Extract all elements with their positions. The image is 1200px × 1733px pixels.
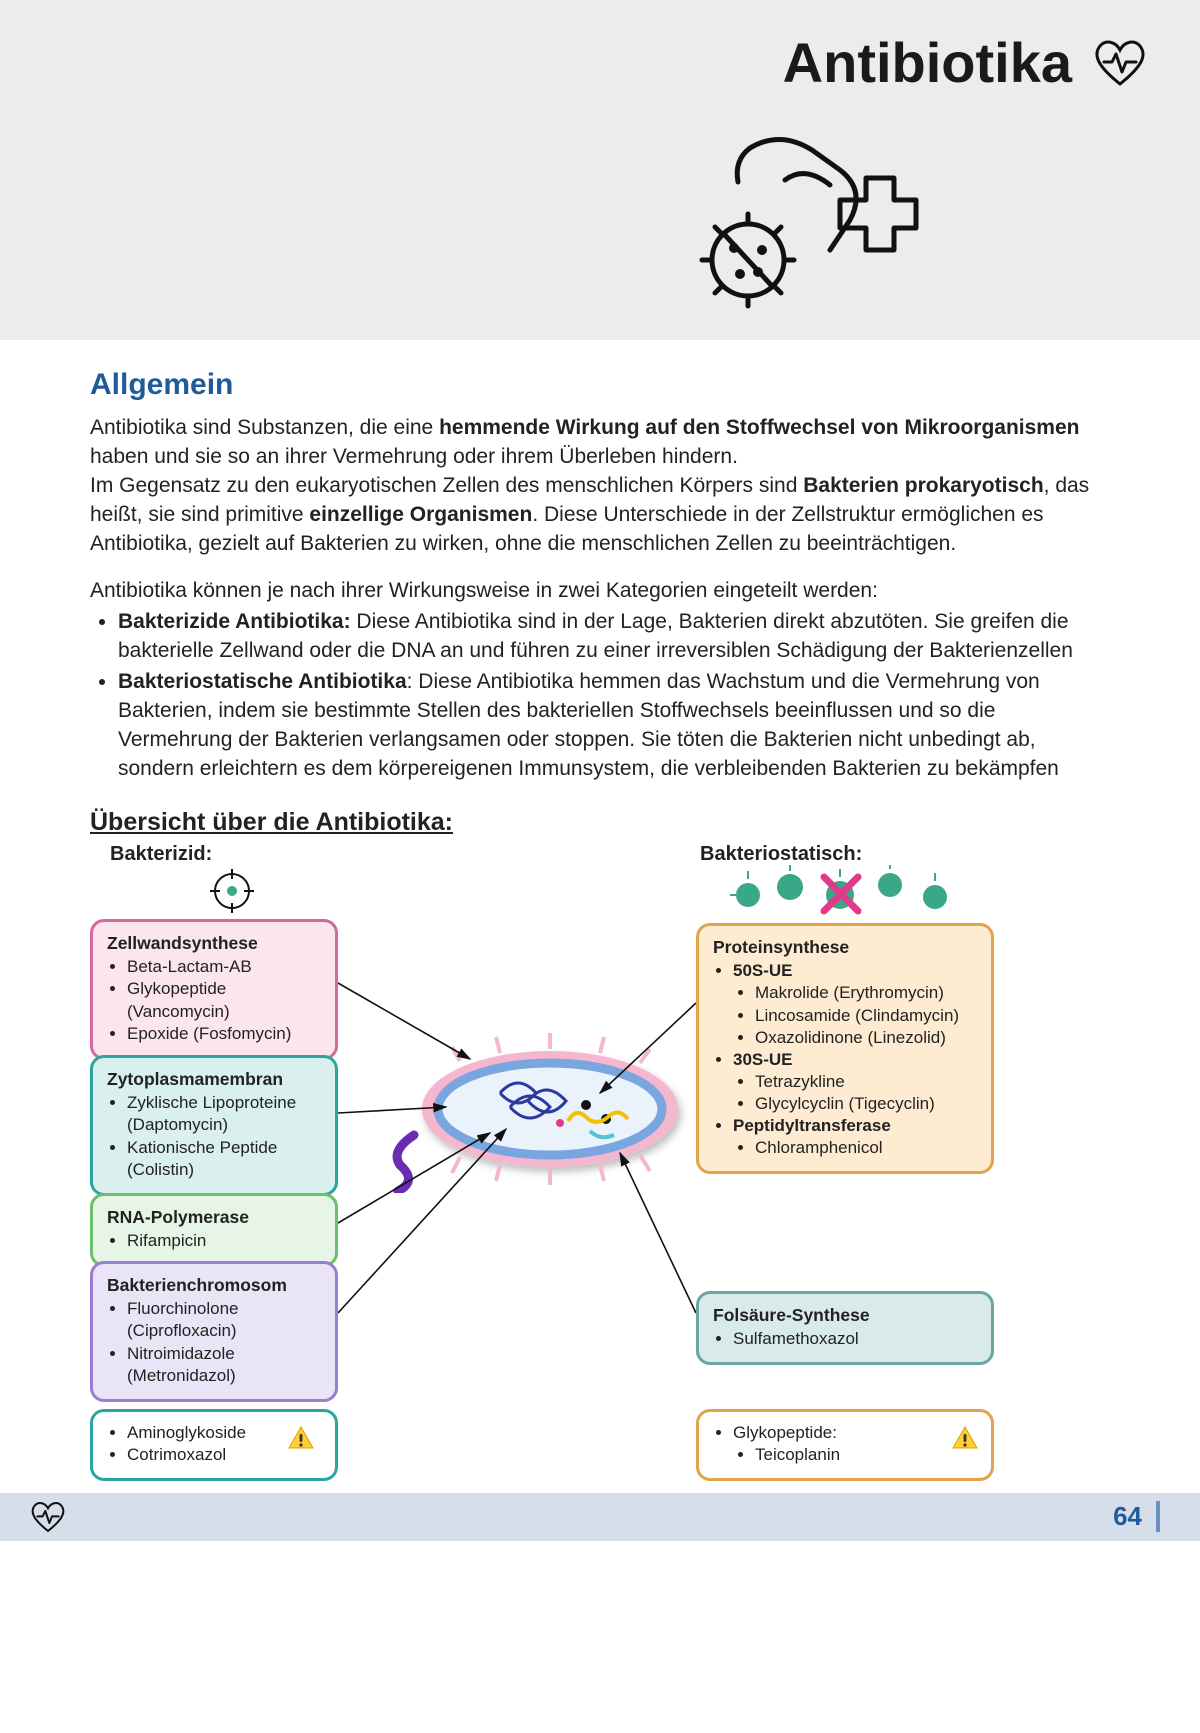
list-item: Fluorchinolone (Ciprofloxacin) — [127, 1298, 321, 1342]
list-item: Chloramphenicol — [755, 1137, 977, 1159]
box-title: Proteinsynthese — [713, 936, 977, 959]
list-item: Lincosamide (Clindamycin) — [755, 1005, 977, 1027]
list-item: 30S-UE Tetrazykline Glycylcyclin (Tigecy… — [733, 1049, 977, 1115]
box-title: Zytoplasmamembran — [107, 1068, 321, 1091]
list-item: Tetrazykline — [755, 1071, 977, 1093]
text-bold: einzellige Organismen — [309, 503, 532, 526]
text: haben und sie so an ihrer Vermehrung ode… — [90, 445, 738, 468]
list-item: Teicoplanin — [755, 1444, 977, 1466]
box-zytoplasma: Zytoplasmamembran Zyklische Lipoproteine… — [90, 1055, 338, 1196]
text-bold: hemmende Wirkung auf den Stoffwechsel vo… — [439, 416, 1079, 439]
list-item: Bakteriostatische Antibiotika: Diese Ant… — [118, 668, 1110, 784]
category-list: Bakterizide Antibiotika: Diese Antibioti… — [118, 608, 1110, 784]
list-item: Rifampicin — [127, 1230, 321, 1252]
page-title-row: Antibiotika — [50, 30, 1150, 95]
list-item: Glycylcyclin (Tigecyclin) — [755, 1093, 977, 1115]
text-bold: Bakteriostatische Antibiotika — [118, 670, 407, 693]
target-icon — [210, 869, 254, 913]
list-item: Oxazolidinone (Linezolid) — [755, 1027, 977, 1049]
text: Glykopeptide: — [733, 1423, 837, 1442]
list-item: Zyklische Lipoproteine (Daptomycin) — [127, 1092, 321, 1136]
text-bold: Bakterizide Antibiotika: — [118, 610, 351, 633]
list-item: Makrolide (Erythromycin) — [755, 982, 977, 1004]
antibiotics-diagram: Bakterizid: Bakteriostatisch: — [90, 843, 1110, 1483]
list-item: Kationische Peptide (Colistin) — [127, 1137, 321, 1181]
text-bold: Bakterien prokaryotisch — [803, 474, 1043, 497]
paragraph-3: Antibiotika können je nach ihrer Wirkung… — [90, 577, 1110, 606]
box-proteinsynthese: Proteinsynthese 50S-UE Makrolide (Erythr… — [696, 923, 994, 1175]
text: Antibiotika sind Substanzen, die eine — [90, 416, 439, 439]
text: Im Gegensatz zu den eukaryotischen Zelle… — [90, 474, 803, 497]
bacterium-icon — [390, 1023, 690, 1193]
paragraph-2: Im Gegensatz zu den eukaryotischen Zelle… — [90, 472, 1110, 559]
box-rna: RNA-Polymerase Rifampicin — [90, 1193, 338, 1268]
content: Allgemein Antibiotika sind Substanzen, d… — [0, 340, 1200, 1483]
label-bakterizid: Bakterizid: — [110, 843, 212, 866]
label-bakteriostatisch: Bakteriostatisch: — [700, 843, 862, 866]
list-item: Glykopeptide: Teicoplanin — [733, 1422, 977, 1466]
box-zellwand: Zellwandsynthese Beta-Lactam-AB Glykopep… — [90, 919, 338, 1060]
pill-cross-icon — [690, 130, 920, 310]
box-glykopeptide: Glykopeptide: Teicoplanin — [696, 1409, 994, 1481]
box-title: Folsäure-Synthese — [713, 1304, 977, 1327]
header-band: Antibiotika — [0, 0, 1200, 340]
box-title: Bakterienchromosom — [107, 1274, 321, 1297]
box-title: Zellwandsynthese — [107, 932, 321, 955]
text-bold: 30S-UE — [733, 1050, 793, 1069]
paragraph-1: Antibiotika sind Substanzen, die eine he… — [90, 414, 1110, 472]
list-item: Peptidyltransferase Chloramphenicol — [733, 1115, 977, 1159]
warning-icon — [952, 1425, 978, 1451]
page-number: 64 — [1113, 1501, 1160, 1532]
section-heading: Allgemein — [90, 368, 1110, 402]
footer: 64 — [0, 1493, 1200, 1541]
list-item: Epoxide (Fosfomycin) — [127, 1023, 321, 1045]
box-title: RNA-Polymerase — [107, 1206, 321, 1229]
text-bold: Peptidyltransferase — [733, 1116, 891, 1135]
list-item: Beta-Lactam-AB — [127, 956, 321, 978]
list-item: Glykopeptide (Vancomycin) — [127, 978, 321, 1022]
heartbeat-icon — [28, 1500, 68, 1534]
list-item: Sulfamethoxazol — [733, 1328, 977, 1350]
overview-heading: Übersicht über die Antibiotika: — [90, 808, 1110, 837]
warning-icon — [288, 1425, 314, 1451]
list-item: Nitroimidazole (Metronidazol) — [127, 1343, 321, 1387]
page-title: Antibiotika — [783, 30, 1072, 95]
list-item: Bakterizide Antibiotika: Diese Antibioti… — [118, 608, 1110, 666]
box-folsaeure: Folsäure-Synthese Sulfamethoxazol — [696, 1291, 994, 1366]
bacteria-cluster-icon — [730, 865, 970, 921]
heartbeat-icon — [1090, 38, 1150, 88]
text-bold: 50S-UE — [733, 961, 793, 980]
list-item: 50S-UE Makrolide (Erythromycin) Lincosam… — [733, 960, 977, 1048]
box-chromosom: Bakterienchromosom Fluorchinolone (Cipro… — [90, 1261, 338, 1402]
